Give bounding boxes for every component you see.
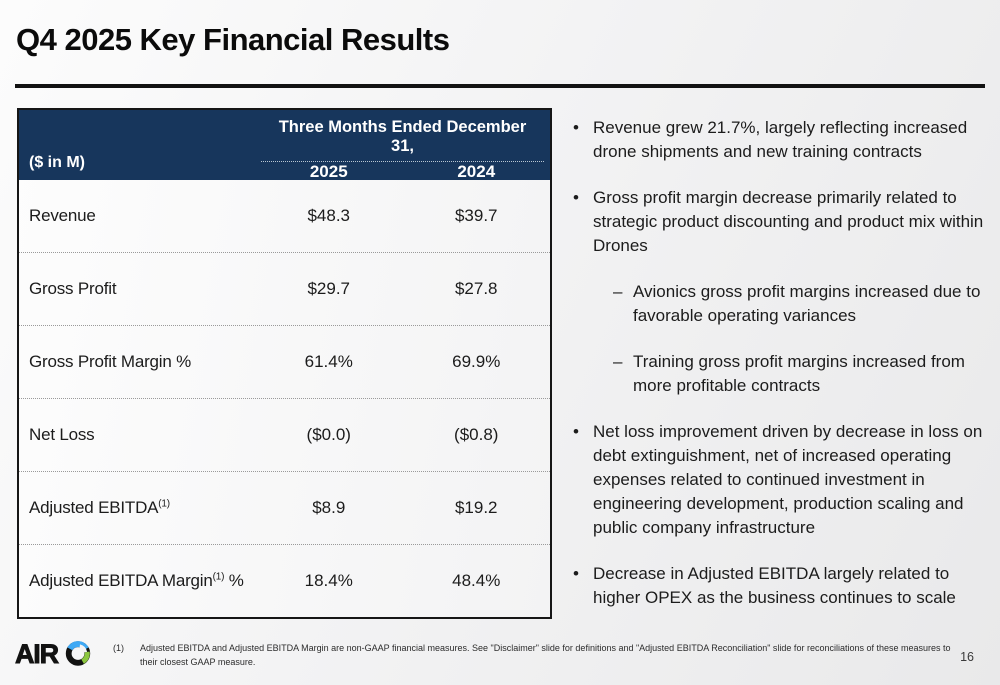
page-number: 16 (960, 650, 974, 664)
column-header-2024: 2024 (457, 162, 496, 181)
bullet-text: Training gross profit margins increased … (633, 352, 965, 395)
row-label: Gross Profit (19, 279, 255, 299)
bullet-marker: • (573, 118, 579, 137)
row-label: Net Loss (19, 425, 255, 445)
row-value-2025: $8.9 (312, 498, 346, 517)
table-row-net-loss: Net Loss ($0.0) ($0.8) (19, 398, 550, 471)
bullet-text: Avionics gross profit margins increased … (633, 282, 981, 325)
period-header-group: Three Months Ended December 31, 2025 202… (255, 110, 550, 182)
row-value-2025: $29.7 (307, 279, 351, 298)
row-value-2025: 18.4% (304, 571, 353, 590)
table-body: Revenue $48.3 $39.7 Gross Profit $29.7 $… (19, 180, 550, 617)
row-value-2025: 61.4% (304, 352, 353, 371)
bullet-text: Net loss improvement driven by decrease … (593, 422, 983, 537)
row-label-text: Net Loss (29, 425, 95, 444)
row-label: Revenue (19, 206, 255, 226)
bullet-item: • Revenue grew 21.7%, largely reflecting… (573, 116, 991, 164)
footnote-text: Adjusted EBITDA and Adjusted EBITDA Marg… (140, 643, 951, 667)
row-value-2024: $39.7 (454, 206, 498, 225)
title-underline (15, 84, 985, 88)
row-label-text: Revenue (29, 206, 96, 225)
bullet-item: • Decrease in Adjusted EBITDA largely re… (573, 562, 991, 610)
airo-logo-text: AIR (15, 639, 59, 669)
bullet-marker: • (573, 188, 579, 207)
bullet-item: • Net loss improvement driven by decreas… (573, 420, 991, 540)
dash-marker: – (613, 352, 623, 371)
row-value-2024: $19.2 (454, 498, 498, 517)
dash-marker: – (613, 282, 623, 301)
financial-table: ($ in M) Three Months Ended December 31,… (17, 108, 552, 619)
bullet-text: Decrease in Adjusted EBITDA largely rela… (593, 564, 956, 607)
row-value-2024: ($0.8) (454, 425, 499, 444)
row-label-text: Gross Profit (29, 279, 117, 298)
row-label-suffix: % (224, 571, 244, 590)
row-value-2024: 48.4% (452, 571, 501, 590)
table-row-gross-profit-margin: Gross Profit Margin % 61.4% 69.9% (19, 325, 550, 398)
table-row-adjusted-ebitda: Adjusted EBITDA(1) $8.9 $19.2 (19, 471, 550, 544)
footnote-superscript: (1) (212, 571, 225, 583)
bullet-list: • Revenue grew 21.7%, largely reflecting… (573, 116, 991, 632)
year-columns: 2025 2024 (255, 162, 550, 182)
row-label: Gross Profit Margin % (19, 352, 255, 372)
row-label-text: Adjusted EBITDA Margin (29, 571, 213, 590)
airo-logo-o-mark (65, 641, 91, 666)
row-value-2024: 69.9% (452, 352, 501, 371)
sub-bullet-item: – Training gross profit margins increase… (613, 350, 991, 398)
footnote-marker: (1) (113, 643, 124, 653)
row-value-2024: $27.8 (454, 279, 498, 298)
row-value-2025: ($0.0) (306, 425, 351, 444)
footnote: (1) Adjusted EBITDA and Adjusted EBITDA … (113, 642, 973, 669)
footnote-superscript: (1) (158, 498, 170, 510)
airo-logo: AIR (15, 639, 91, 669)
table-row-gross-profit: Gross Profit $29.7 $27.8 (19, 252, 550, 325)
row-value-2025: $48.3 (307, 206, 351, 225)
table-row-adjusted-ebitda-margin: Adjusted EBITDA Margin(1) % 18.4% 48.4% (19, 544, 550, 617)
row-label-text: Adjusted EBITDA (29, 498, 159, 517)
period-header: Three Months Ended December 31, (261, 110, 544, 162)
bullet-marker: • (573, 564, 579, 583)
page-title: Q4 2025 Key Financial Results (16, 22, 450, 57)
bullet-item: • Gross profit margin decrease primarily… (573, 186, 991, 258)
table-row-revenue: Revenue $48.3 $39.7 (19, 180, 550, 252)
row-label: Adjusted EBITDA Margin(1) % (19, 571, 255, 591)
unit-label: ($ in M) (29, 154, 85, 171)
column-header-2025: 2025 (309, 162, 348, 181)
bullet-text: Revenue grew 21.7%, largely reflecting i… (593, 118, 968, 161)
bullet-text: Gross profit margin decrease primarily r… (593, 188, 984, 255)
table-header: ($ in M) Three Months Ended December 31,… (19, 110, 550, 182)
sub-bullet-item: – Avionics gross profit margins increase… (613, 280, 991, 328)
row-label: Adjusted EBITDA(1) (19, 498, 255, 518)
bullet-marker: • (573, 422, 579, 441)
row-label-text: Gross Profit Margin % (29, 352, 192, 371)
